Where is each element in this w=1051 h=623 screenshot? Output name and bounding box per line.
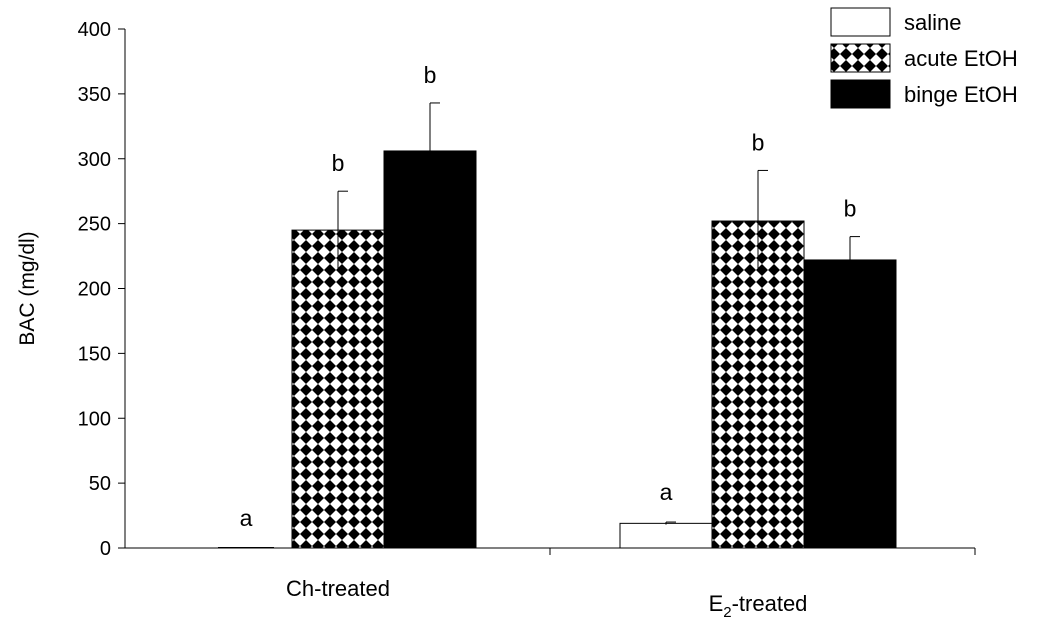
- legend-label: saline: [904, 10, 961, 35]
- bars: [218, 102, 897, 549]
- x-tick-label-text: E: [709, 591, 724, 616]
- x-tick-label-subscript: 2: [723, 604, 731, 618]
- y-tick-label: 0: [100, 538, 111, 560]
- x-tick-label-suffix: -treated: [732, 591, 808, 616]
- y-tick-label: 350: [78, 84, 111, 106]
- significance-label: a: [660, 479, 673, 505]
- y-axis-label: BAC (mg/dl): [16, 231, 39, 345]
- legend-label: binge EtOH: [904, 82, 1018, 107]
- significance-label: b: [332, 150, 345, 176]
- legend: saline acute EtOH binge EtOH: [830, 7, 1018, 109]
- x-tick-label: Ch-treated: [286, 576, 390, 601]
- bar-saline: [619, 522, 713, 549]
- legend-label: acute EtOH: [904, 46, 1018, 71]
- significance-label: a: [240, 505, 253, 531]
- legend-swatch: [830, 79, 891, 109]
- x-tick-label-text: Ch-treated: [286, 576, 390, 601]
- bar-binge-etoh: [383, 150, 477, 549]
- x-tick-label: E2-treated: [709, 591, 808, 618]
- legend-swatch: [830, 43, 891, 73]
- y-tick-label: 50: [89, 473, 111, 495]
- y-tick-label: 100: [78, 408, 111, 430]
- y-tick-label: 300: [78, 149, 111, 171]
- y-tick-label: 250: [78, 214, 111, 236]
- legend-swatch: [830, 7, 891, 37]
- bar-acute-etoh: [291, 229, 385, 549]
- significance-label: b: [844, 196, 857, 222]
- y-tick-label: 200: [78, 279, 111, 301]
- y-tick-label: 400: [78, 19, 111, 41]
- significance-label: b: [752, 129, 765, 155]
- significance-label: b: [424, 62, 437, 88]
- y-tick-label: 150: [78, 343, 111, 365]
- labels: Ch-treated E2-treated a a b b b b: [240, 62, 857, 621]
- axes: 0 50 100 150 200 250 300 350 400 BAC (mg/dl): [16, 19, 976, 560]
- bar-binge-etoh: [803, 259, 897, 549]
- bar-acute-etoh: [711, 220, 805, 549]
